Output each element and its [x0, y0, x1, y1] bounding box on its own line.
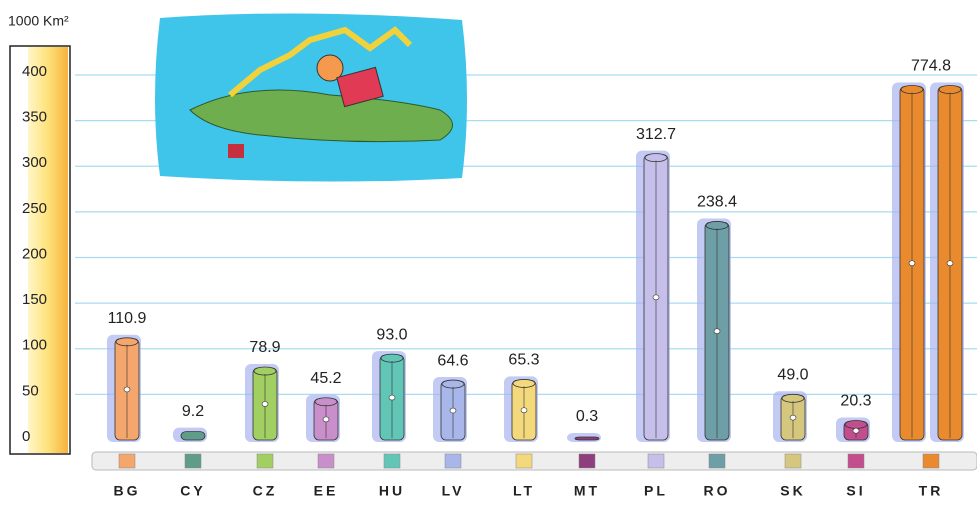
- bar-roll: [900, 85, 924, 94]
- bar-knot: [520, 407, 528, 414]
- bar-knot: [388, 394, 396, 401]
- value-label: 64.6: [437, 352, 468, 369]
- legend-swatch: [578, 453, 596, 469]
- bar: [372, 351, 406, 442]
- legend-swatch: [847, 453, 865, 469]
- x-tick-label: RO: [704, 483, 731, 499]
- y-tick-label: 350: [22, 109, 47, 126]
- x-tick-label: MT: [574, 483, 600, 499]
- x-tick-label: LT: [513, 483, 535, 499]
- bar-body: [574, 436, 600, 441]
- x-tick-label: SI: [846, 483, 865, 499]
- bar: [892, 82, 964, 442]
- bar: [306, 394, 340, 442]
- value-label: 78.9: [249, 339, 280, 356]
- legend-swatch: [256, 453, 274, 469]
- bar: [107, 334, 141, 442]
- y-tick-label: 300: [22, 154, 47, 171]
- bar: [245, 364, 279, 442]
- bar: [504, 376, 538, 442]
- value-label: 110.9: [108, 310, 147, 327]
- value-label: 774.8: [911, 58, 951, 75]
- value-label: 0.3: [576, 408, 598, 425]
- y-tick-label: 0: [22, 428, 30, 445]
- value-label: 45.2: [310, 370, 341, 387]
- x-tick-label: EE: [314, 483, 339, 499]
- bar-roll: [314, 397, 338, 407]
- x-tick-label: SK: [780, 483, 805, 499]
- bar-knot: [713, 328, 721, 335]
- illustration: [155, 13, 467, 182]
- y-tick-label: 50: [22, 382, 39, 399]
- legend-swatch: [784, 453, 802, 469]
- bar-knot: [261, 401, 269, 407]
- bar-knot: [322, 416, 330, 423]
- y-tick-label: 100: [22, 337, 47, 354]
- y-tick-label: 150: [22, 291, 47, 308]
- legend-swatch: [708, 453, 726, 469]
- bar-roll: [115, 337, 139, 347]
- bar-roll: [938, 85, 962, 94]
- x-tick-label: CY: [180, 483, 205, 499]
- axis-unit: 1000 Km²: [8, 13, 69, 29]
- bar-roll: [380, 353, 404, 363]
- legend-swatch: [647, 453, 665, 469]
- bar-roll: [512, 379, 536, 388]
- bar-knot: [946, 260, 954, 267]
- value-label: 9.2: [182, 403, 204, 420]
- legend-swatch: [444, 453, 462, 469]
- y-tick-label: 400: [22, 63, 47, 80]
- bar: [433, 377, 467, 442]
- value-label: 238.4: [697, 194, 737, 211]
- y-tick-label: 200: [22, 245, 47, 262]
- bar: [636, 150, 670, 442]
- bar-knot: [123, 386, 131, 393]
- value-label: 312.7: [636, 126, 676, 143]
- bar: [173, 427, 207, 442]
- legend-swatch: [922, 453, 940, 469]
- y-tick-label: 250: [22, 200, 47, 217]
- x-tick-label: PL: [644, 483, 668, 499]
- x-tick-label: CZ: [253, 483, 278, 499]
- bar-knot: [652, 294, 660, 301]
- bar-roll: [441, 379, 465, 389]
- bar: [697, 218, 731, 442]
- x-tick-label: BG: [114, 483, 141, 499]
- value-label: 93.0: [376, 326, 407, 343]
- value-label: 49.0: [777, 367, 808, 384]
- legend-swatch: [317, 453, 335, 469]
- bar-roll: [644, 153, 668, 163]
- bar: [836, 417, 870, 442]
- legend-strip: [91, 451, 977, 471]
- bar-roll: [781, 393, 805, 403]
- x-tick-label: TR: [919, 483, 944, 499]
- bar: [567, 433, 601, 442]
- x-tick-label: LV: [442, 483, 465, 499]
- legend-swatch: [515, 453, 533, 469]
- value-label: 65.3: [508, 352, 539, 369]
- bar-body: [180, 431, 206, 441]
- bar-knot: [908, 260, 916, 267]
- bar-knot: [449, 407, 457, 414]
- bar-roll: [844, 420, 868, 429]
- bar-knot: [852, 427, 860, 434]
- x-tick-label: HU: [379, 483, 405, 499]
- bar: [773, 391, 807, 442]
- legend-swatch: [383, 453, 401, 469]
- bar-roll: [253, 366, 277, 376]
- axis-strip: [28, 47, 68, 453]
- legend-swatch: [184, 453, 202, 469]
- bar-roll: [705, 221, 729, 230]
- legend-swatch: [118, 453, 136, 469]
- bar-knot: [789, 414, 797, 421]
- value-label: 20.3: [840, 393, 871, 410]
